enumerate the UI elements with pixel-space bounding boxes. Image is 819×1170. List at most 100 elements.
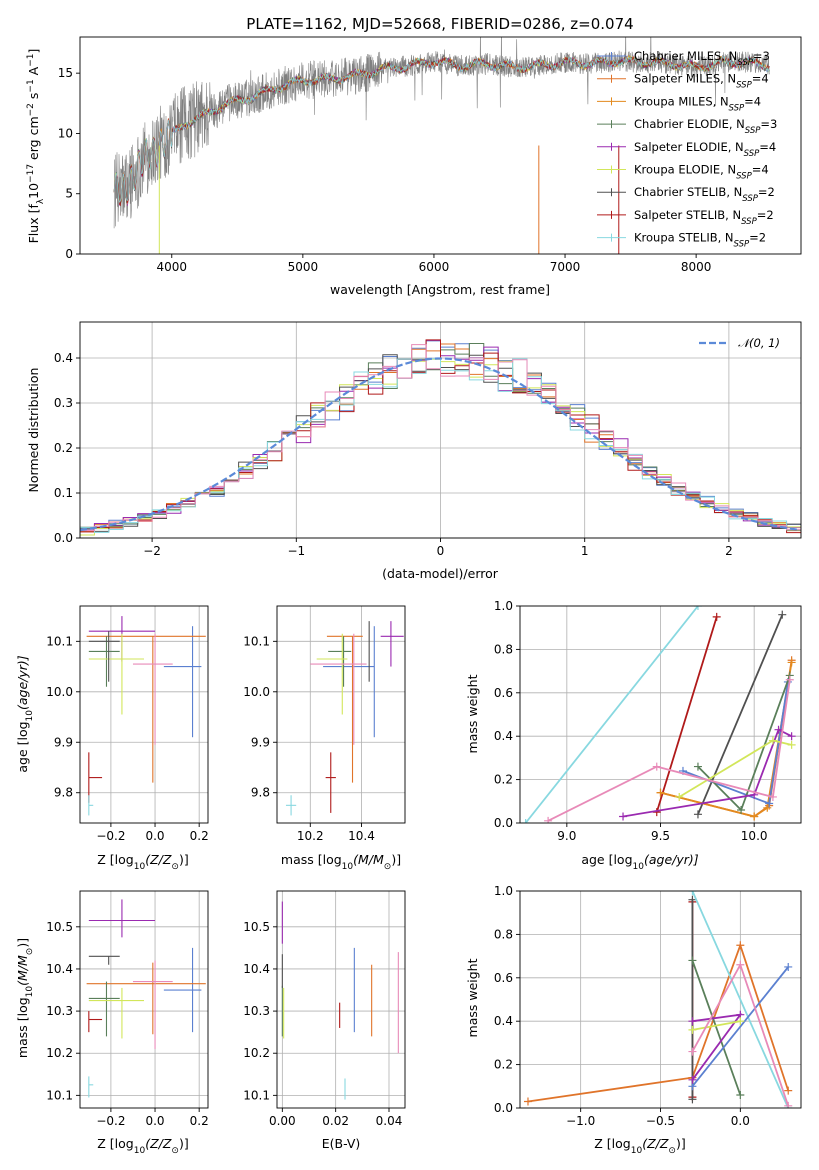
data-point: [88, 981, 120, 1037]
x-tick-label: 0.2: [190, 829, 209, 843]
data-point: [285, 795, 297, 816]
legend-label: Kroupa ELODIE, NSSP=4: [634, 163, 769, 182]
legend-entry: Salpeter MILES, NSSP=4: [597, 72, 769, 91]
x-tick-label: 7000: [550, 260, 581, 274]
weight-marker: [521, 819, 530, 823]
y-tick-label: 10.2: [243, 1046, 270, 1060]
x-tick-label: 0.04: [376, 1114, 403, 1128]
weight-marker: [736, 941, 745, 950]
legend-label: Chabrier MILES, NSSP=3: [634, 49, 770, 68]
mass-ebv-xlabel: E(B-V): [322, 1136, 361, 1151]
grid-lines: [80, 891, 208, 1108]
legend-entry: Kroupa STELIB, NSSP=2: [597, 231, 766, 250]
y-tick-label: 0: [65, 247, 73, 261]
y-tick-label: 9.8: [54, 786, 73, 800]
weight-series-1: [652, 612, 721, 817]
y-tick-label: 10.5: [46, 920, 73, 934]
y-tick-label: 0.8: [494, 927, 513, 941]
weight-line: [527, 942, 790, 1103]
axes-frame: [519, 605, 802, 824]
weight-marker: [787, 732, 796, 741]
y-tick-label: 9.8: [251, 786, 270, 800]
x-tick-label: 8000: [681, 260, 712, 274]
weight-marker: [688, 891, 697, 895]
y-tick-label: 10.1: [46, 634, 73, 648]
residual-ylabel: Normed distribution: [26, 368, 41, 493]
y-tick-label: 0.4: [54, 351, 73, 365]
normal-distribution-curve: [80, 357, 799, 532]
x-tick-label: 10.4: [348, 829, 375, 843]
age-z-xlabel: Z [log10(Z/Z⊙)]: [97, 852, 188, 872]
residual-histogram-8: [80, 344, 801, 534]
plot-area: [86, 899, 206, 1098]
legend-label: 𝒩(0, 1): [738, 336, 780, 350]
spectrum-panel: PLATE=1162, MJD=52668, FIBERID=0286, z=0…: [26, 15, 802, 297]
weight-marker: [693, 810, 702, 819]
y-tick-label: 9.9: [251, 735, 270, 749]
weight-z-ylabel: mass weight: [465, 958, 480, 1037]
age-vs-mass-panel: 10.2 10.4 9.8 9.9 10.0 10.1 mass [log10(M/M⊙)…: [243, 605, 406, 872]
grid-lines: [277, 891, 405, 1108]
data-point: [310, 633, 367, 745]
grid-lines: [277, 606, 405, 823]
data-point: [88, 955, 120, 965]
y-tick-label: 10.5: [243, 920, 270, 934]
axes-frame: [79, 605, 209, 824]
data-point: [88, 631, 120, 682]
data-point: [132, 960, 173, 1050]
weight-series-5: [688, 962, 793, 1091]
weight-marker: [693, 606, 702, 610]
model-spectrum-7: [113, 55, 770, 207]
weight-line: [691, 966, 789, 1087]
y-tick-label: 0.4: [494, 1014, 513, 1028]
y-tick-label: 0.2: [494, 1058, 513, 1072]
weight-series-2: [688, 895, 697, 1104]
legend-label: Kroupa STELIB, NSSP=2: [634, 231, 766, 250]
weight-marker: [675, 792, 684, 801]
spectrum-title: PLATE=1162, MJD=52668, FIBERID=0286, z=0…: [246, 15, 633, 33]
data-point: [163, 947, 202, 1033]
x-tick-label: 0.0: [145, 829, 164, 843]
axes-frame: [79, 36, 802, 255]
spectrum-xlabel: wavelength [Angstrom, rest frame]: [330, 282, 550, 297]
age-vs-metallicity-panel: −0.2 0.0 0.2 9.8 9.9 10.0 10.1 Z [log10(Z/Z⊙)]…: [15, 605, 209, 872]
legend-entry: Kroupa ELODIE, NSSP=4: [597, 163, 769, 182]
weight-line: [697, 614, 784, 815]
weight-marker: [736, 960, 745, 969]
axes-frame: [276, 605, 406, 824]
weight-age-ylabel: mass weight: [465, 674, 480, 753]
y-tick-label: 9.9: [54, 735, 73, 749]
weight-line: [524, 606, 699, 823]
weight-line: [655, 616, 718, 813]
data-point: [88, 987, 144, 1039]
x-tick-label: −0.2: [96, 829, 125, 843]
weight-marker: [763, 803, 772, 812]
y-tick-label: 0.8: [494, 642, 513, 656]
legend-label: Salpeter ELODIE, NSSP=4: [634, 140, 776, 159]
mass-vs-extinction-panel: 0.00 0.02 0.04 10.1 10.2 10.3 10.4 10.5 E(B-V): [243, 890, 406, 1151]
y-tick-label: 1.0: [494, 884, 513, 898]
weight-series-8: [675, 736, 796, 801]
weight-marker: [523, 1097, 532, 1106]
data-point: [325, 752, 336, 813]
x-tick-label: −1: [287, 544, 305, 558]
legend-label: Chabrier ELODIE, NSSP=3: [634, 117, 777, 136]
x-tick-label: 1: [581, 544, 589, 558]
y-tick-label: 10.4: [243, 962, 270, 976]
data-point: [132, 633, 173, 745]
weight-vs-age-panel: 9.0 9.5 10.0 0.0 0.2 0.4 0.6 0.8 1.0 age [log10(…: [465, 599, 802, 872]
weight-marker: [693, 762, 702, 771]
y-tick-label: 1.0: [494, 599, 513, 613]
x-tick-label: −0.2: [96, 1114, 125, 1128]
y-tick-label: 10.0: [243, 685, 270, 699]
y-tick-label: 10.3: [243, 1004, 270, 1018]
weight-marker: [688, 1047, 697, 1056]
plot-area: [86, 616, 206, 816]
weight-marker: [688, 1095, 697, 1104]
data-point: [326, 635, 363, 783]
weight-marker: [765, 799, 774, 808]
plot-area: [523, 891, 793, 1108]
x-tick-label: 4000: [156, 260, 187, 274]
observed-spectrum: [113, 37, 770, 229]
y-tick-label: 0.0: [494, 816, 513, 830]
